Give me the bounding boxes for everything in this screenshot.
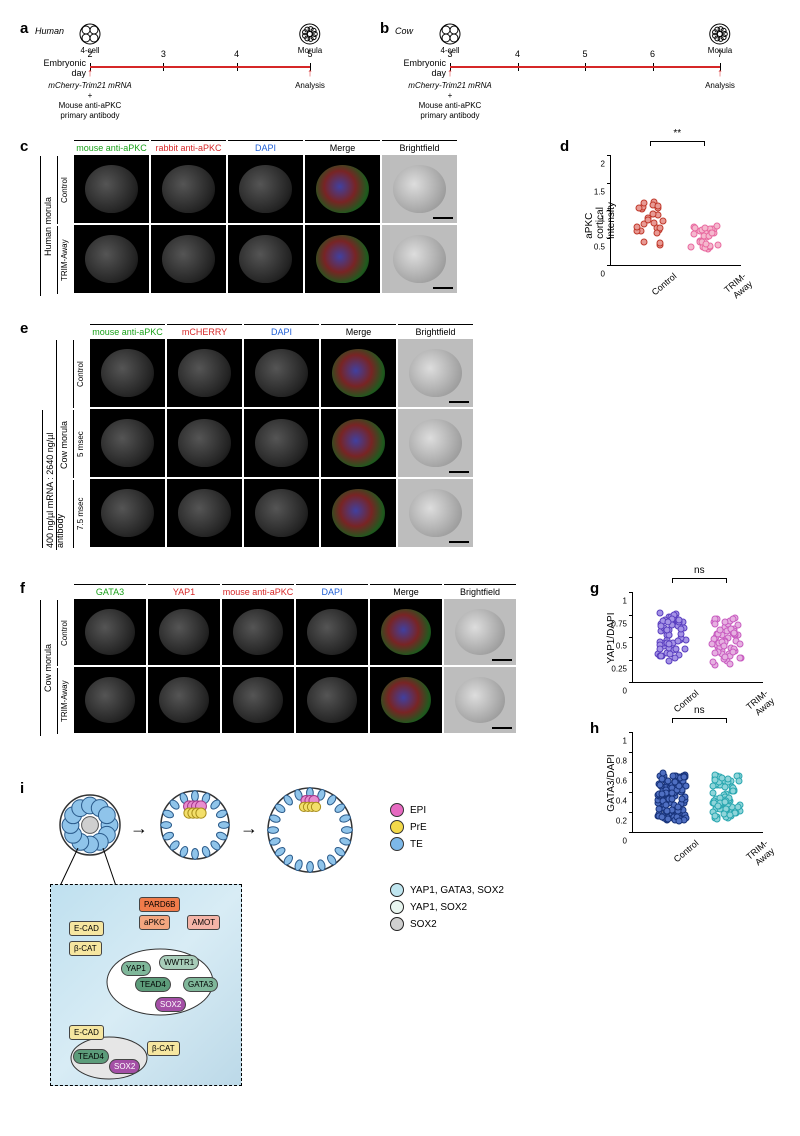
micrograph xyxy=(74,225,149,293)
micrograph xyxy=(244,479,319,547)
micrograph xyxy=(444,599,516,665)
micrograph xyxy=(74,667,146,733)
micrograph xyxy=(148,667,220,733)
label-g: g xyxy=(590,580,599,597)
micrograph xyxy=(222,667,294,733)
label-a: a xyxy=(20,20,28,37)
micrograph xyxy=(167,479,242,547)
label-f: f xyxy=(20,580,25,597)
micrograph xyxy=(370,599,442,665)
micrograph xyxy=(90,339,165,407)
micrograph xyxy=(398,339,473,407)
micrograph xyxy=(228,155,303,223)
micrograph xyxy=(398,409,473,477)
label-h: h xyxy=(590,720,599,737)
label-b: b xyxy=(380,20,389,37)
label-i: i xyxy=(20,780,24,797)
label-c: c xyxy=(20,138,28,155)
diagram-model: →→PARD6BaPKCAMOTE-CADβ-CATYAP1WWTR1TEAD4… xyxy=(50,790,570,1090)
micrograph xyxy=(151,155,226,223)
micrograph xyxy=(382,155,457,223)
micrograph xyxy=(167,339,242,407)
plot-gata3: GATA3/DAPI00.20.40.60.81nsControlTRIM-Aw… xyxy=(632,732,763,833)
micrograph xyxy=(321,339,396,407)
timeline-cow: CowEmbryonicday345674-cellMorula↑↑mCherr… xyxy=(450,38,730,68)
micrograph xyxy=(74,599,146,665)
micrograph xyxy=(74,155,149,223)
plot-yap1: YAP1/DAPI00.250.50.751nsControlTRIM-Away xyxy=(632,592,763,683)
micrograph xyxy=(222,599,294,665)
plot-apkc-intensity: aPKC corticalintensity00.511.52**Control… xyxy=(610,155,741,266)
micrograph xyxy=(296,599,368,665)
micrograph xyxy=(444,667,516,733)
micrograph xyxy=(244,339,319,407)
label-e: e xyxy=(20,320,28,337)
micrograph xyxy=(244,409,319,477)
micrograph xyxy=(167,409,242,477)
micrograph xyxy=(370,667,442,733)
micrograph xyxy=(382,225,457,293)
micrograph xyxy=(148,599,220,665)
micrograph xyxy=(321,479,396,547)
grid-human-morula: Human morulaControlTRIM-Awaymouse anti-a… xyxy=(40,140,458,296)
grid-cow-morula-e: Cow morulaControl5 msec7.5 msecmouse ant… xyxy=(40,324,474,550)
label-d: d xyxy=(560,138,569,155)
micrograph xyxy=(296,667,368,733)
micrograph xyxy=(398,479,473,547)
micrograph xyxy=(90,409,165,477)
micrograph xyxy=(90,479,165,547)
timeline-human: HumanEmbryonicday23454-cellMorula↑↑mCher… xyxy=(90,38,320,68)
grid-cow-morula-f: Cow morulaControlTRIM-AwayGATA3YAP1mouse… xyxy=(40,584,517,736)
micrograph xyxy=(305,155,380,223)
micrograph xyxy=(151,225,226,293)
micrograph xyxy=(305,225,380,293)
micrograph xyxy=(321,409,396,477)
micrograph xyxy=(228,225,303,293)
